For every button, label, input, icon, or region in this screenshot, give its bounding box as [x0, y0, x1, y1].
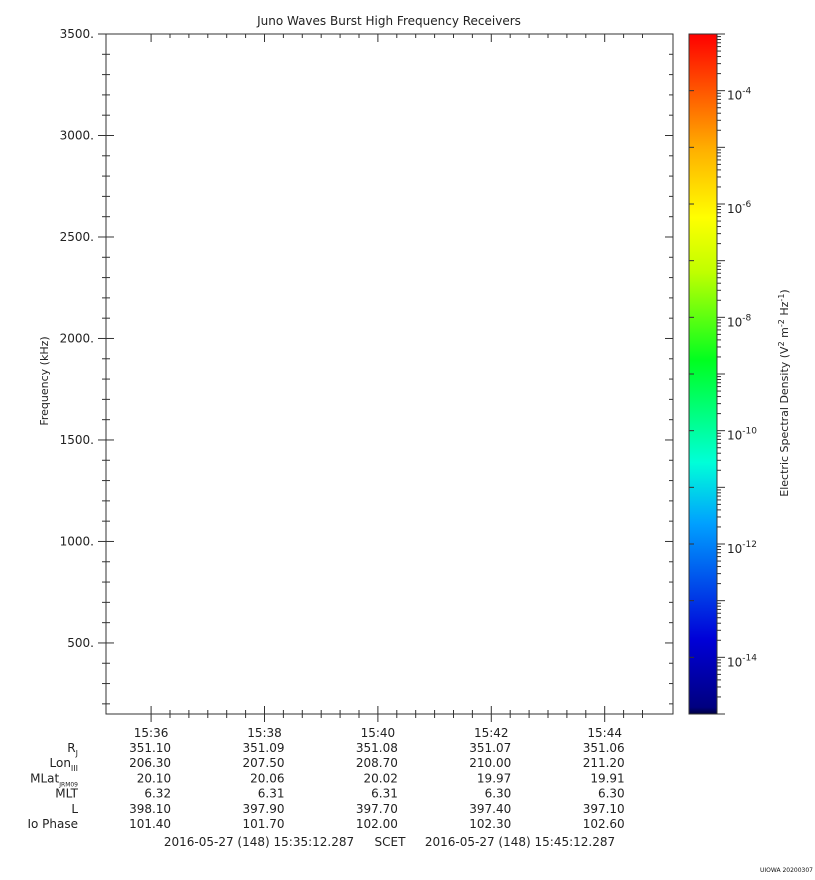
- plot-area: [106, 34, 673, 714]
- chart-title: Juno Waves Burst High Frequency Receiver…: [256, 14, 521, 28]
